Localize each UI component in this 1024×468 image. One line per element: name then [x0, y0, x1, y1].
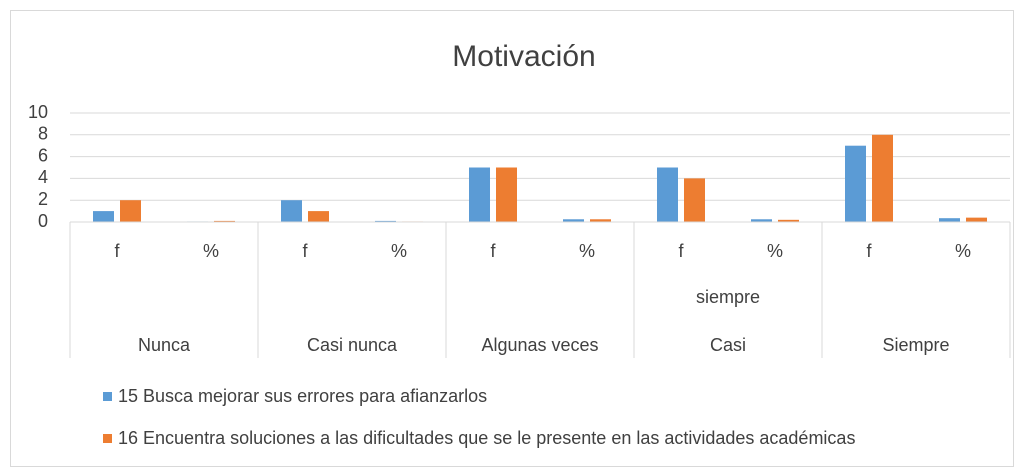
legend-swatch	[103, 434, 112, 443]
bar	[93, 211, 114, 222]
x-tick-label: f	[866, 241, 872, 261]
y-tick-label: 10	[28, 102, 48, 122]
bar	[375, 220, 396, 222]
bar	[872, 134, 893, 222]
bar	[845, 145, 866, 222]
y-tick-label: 6	[38, 145, 48, 165]
group-label: siempre	[696, 287, 760, 307]
x-tick-label: f	[490, 241, 496, 261]
bar	[281, 200, 302, 222]
x-tick-label: %	[767, 241, 783, 261]
y-tick-label: 2	[38, 189, 48, 209]
x-tick-label: %	[391, 241, 407, 261]
legend-label: 15 Busca mejorar sus errores para afianz…	[118, 386, 487, 406]
chart-title: Motivación	[452, 40, 595, 73]
bar	[563, 219, 584, 222]
bar	[684, 178, 705, 222]
group-label: Casi nunca	[307, 335, 398, 355]
x-tick-label: %	[203, 241, 219, 261]
bar	[469, 167, 490, 222]
chart-border	[10, 10, 1014, 467]
x-tick-label: f	[678, 241, 684, 261]
x-tick-label: f	[114, 241, 120, 261]
y-tick-label: 0	[38, 211, 48, 231]
bar	[214, 220, 235, 222]
bar	[939, 218, 960, 222]
legend-swatch	[103, 392, 112, 401]
x-tick-label: f	[302, 241, 308, 261]
group-label: Casi	[710, 335, 746, 355]
bar	[590, 219, 611, 222]
bar	[657, 167, 678, 222]
bar	[966, 217, 987, 222]
x-tick-label: %	[579, 241, 595, 261]
bar	[120, 200, 141, 222]
group-label: Nunca	[138, 335, 191, 355]
group-label: Algunas veces	[481, 335, 598, 355]
y-tick-label: 8	[38, 124, 48, 144]
bar	[496, 167, 517, 222]
group-label: Siempre	[882, 335, 949, 355]
x-tick-label: %	[955, 241, 971, 261]
bar	[751, 219, 772, 222]
y-tick-label: 4	[38, 167, 48, 187]
legend-label: 16 Encuentra soluciones a las dificultad…	[118, 428, 855, 448]
bar	[308, 211, 329, 222]
bar	[778, 219, 799, 222]
